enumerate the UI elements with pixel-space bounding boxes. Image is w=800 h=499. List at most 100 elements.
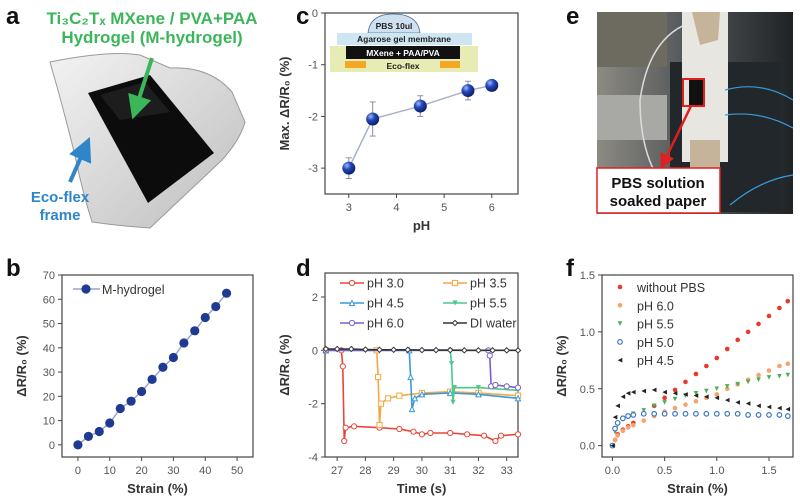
x-tick-label: 1.0 [709, 465, 724, 477]
data-point [777, 305, 782, 311]
data-point [418, 346, 426, 354]
data-point [492, 437, 499, 445]
data-point [683, 379, 688, 385]
agarose-membrane [337, 33, 472, 45]
x-tick-label: 50 [231, 465, 243, 477]
panel-a: a Ti₃C₂Tₓ MXene / PVA+PAA Hydrogel (M-hy… [6, 3, 258, 229]
data-point [625, 425, 631, 430]
data-point [631, 389, 636, 395]
data-point [514, 431, 522, 438]
data-point [503, 383, 510, 390]
y-tick-label: 0 [312, 8, 318, 20]
ecoflex-label: Eco-flex [386, 61, 419, 71]
legend-label: pH 3.0 [367, 277, 404, 291]
data-point [704, 363, 709, 369]
data-point [766, 368, 772, 373]
data-point [745, 412, 752, 418]
x-tick-label: 3 [346, 202, 352, 214]
legend-marker [81, 284, 91, 294]
frame-label: Eco-flex [31, 189, 90, 206]
y-tick-label: -2 [308, 111, 318, 123]
data-point [734, 410, 741, 417]
data-point [703, 410, 710, 417]
data-point [464, 431, 471, 438]
data-point [446, 346, 454, 354]
legend-label: DI water [470, 317, 517, 331]
data-point [745, 379, 751, 385]
hydrogel-title: Ti₃C₂Tₓ MXene / PVA+PAA [46, 9, 257, 28]
y-tick-label: 2 [312, 292, 318, 304]
data-point [503, 347, 511, 354]
data-point [612, 425, 618, 432]
data-point [411, 394, 419, 402]
y-tick-label: 10 [43, 416, 55, 428]
data-point [211, 301, 221, 312]
data-point [766, 375, 772, 380]
callout-box [596, 167, 721, 214]
legend-marker [617, 284, 623, 290]
y-tick-label: 0.5 [580, 384, 595, 396]
data-point [514, 347, 522, 354]
data-point [785, 298, 791, 304]
data-point [745, 401, 751, 406]
data-point [756, 321, 761, 327]
panel-e: e PBS solution soaked paper [566, 3, 794, 214]
data-point [147, 374, 157, 384]
data-point [683, 402, 688, 407]
y-tick-label: 30 [43, 367, 55, 379]
electrode-left [345, 61, 366, 68]
y-tick-label: 60 [43, 294, 55, 306]
data-point [418, 390, 426, 398]
data-point [766, 313, 772, 319]
chart-d: 27 28 29 30 31 32 33 2 0 -2 -4 Time (s) ΔR/R₀ (%) pH … [277, 272, 522, 496]
y-tick-label: -1 [308, 60, 318, 72]
x-tick-label: 29 [388, 465, 400, 477]
data-point [427, 429, 434, 437]
data-point [377, 400, 385, 407]
data-point [480, 432, 488, 439]
data-point [693, 393, 699, 398]
x-tick-label: 31 [444, 465, 456, 477]
data-point [662, 400, 667, 405]
x-tick-label: 32 [472, 465, 484, 477]
y-tick-label: 0 [49, 440, 55, 452]
frame-label-2: frame [40, 207, 81, 224]
data-point [785, 372, 791, 378]
panel-label-b: b [6, 255, 21, 282]
plot-frame [61, 274, 254, 458]
red-arrow-icon [660, 105, 693, 169]
y-tick-label: -3 [308, 163, 318, 175]
data-point [410, 428, 417, 435]
x-tick-label: 30 [167, 465, 179, 477]
plot-frame [601, 274, 794, 458]
legend-label: pH 3.5 [470, 277, 507, 291]
data-point [333, 345, 341, 353]
y-axis-label: ΔR/R₀ (%) [554, 335, 569, 396]
panel-label-e: e [566, 3, 579, 30]
data-point [432, 346, 440, 354]
data-point [200, 312, 210, 323]
data-point [693, 371, 699, 377]
data-point [73, 440, 83, 450]
data-point [339, 363, 346, 370]
legend-label: pH 5.5 [470, 297, 507, 311]
x-tick-label: 0 [75, 465, 81, 477]
legend-marker [617, 357, 623, 363]
data-point [651, 410, 658, 417]
data-point [641, 418, 647, 423]
data-point [672, 410, 678, 417]
data-point [713, 410, 720, 417]
data-point [724, 346, 730, 352]
x-tick-label: 6 [489, 202, 495, 214]
data-point [136, 386, 147, 397]
x-axis-label: Strain (%) [127, 481, 188, 496]
data-point [756, 403, 761, 409]
data-point [322, 345, 330, 353]
data-point [714, 395, 720, 401]
x-tick-label: 1.5 [761, 465, 776, 477]
data-point [641, 408, 647, 413]
legend-marker [348, 279, 356, 287]
panel-label-c: c [296, 3, 309, 30]
data-point [514, 384, 522, 391]
data-point [735, 400, 740, 405]
